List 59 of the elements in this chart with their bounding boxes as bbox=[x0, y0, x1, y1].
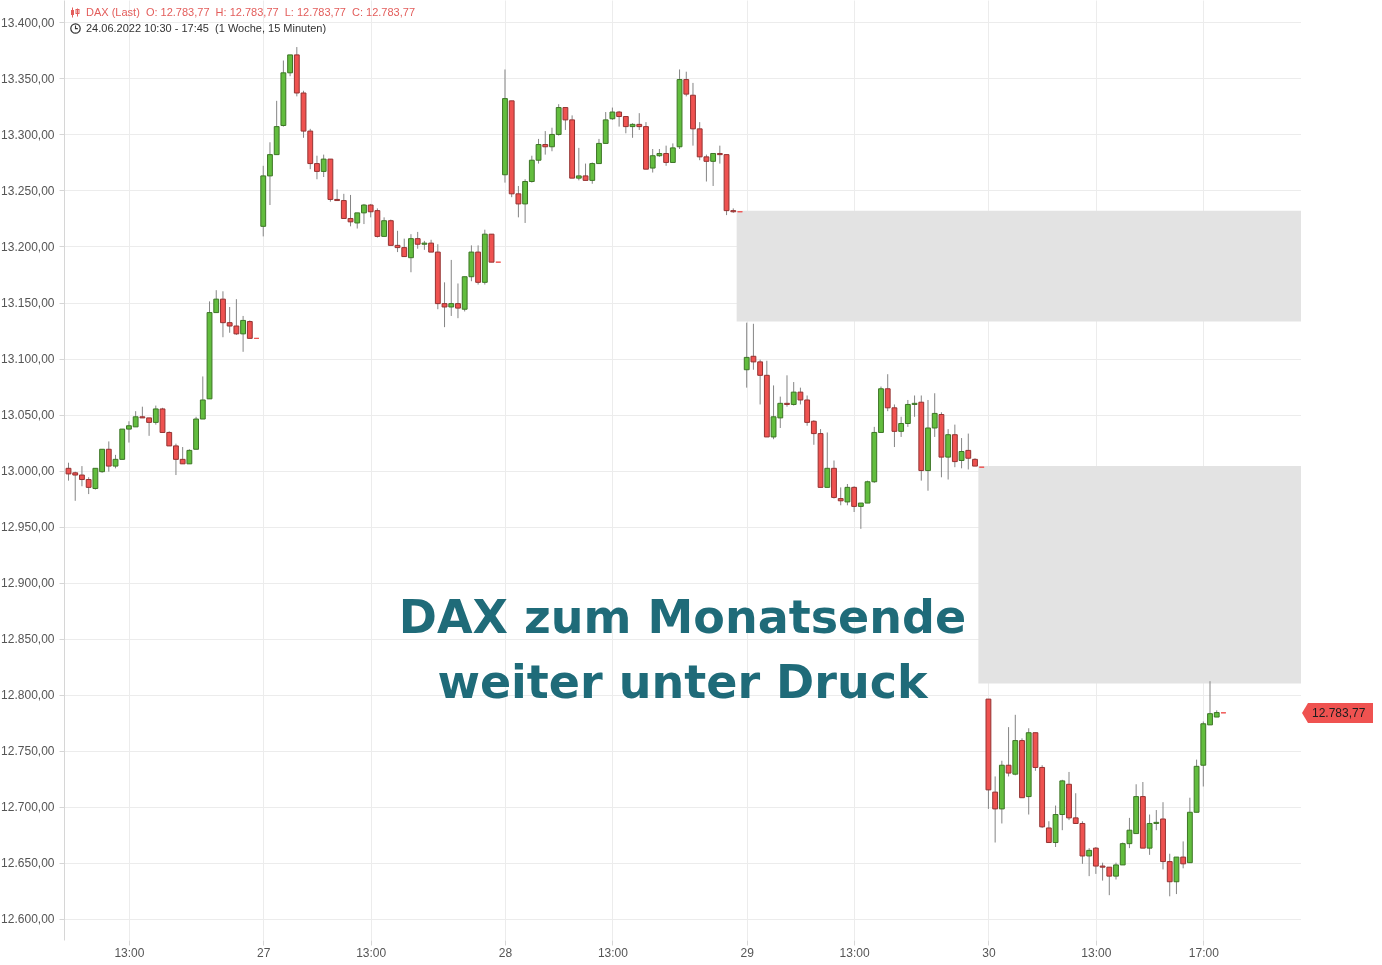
y-tick-label: 12.700,00 bbox=[1, 800, 55, 815]
text: 12.783,77 bbox=[1312, 705, 1366, 720]
candlestick bbox=[542, 130, 549, 156]
candlestick bbox=[575, 147, 582, 181]
candlestick bbox=[455, 282, 461, 319]
candlestick bbox=[1086, 847, 1093, 877]
y-tick-label: 13.050,00 bbox=[1, 408, 55, 423]
x-tick-label: 28 bbox=[498, 945, 513, 960]
y-tick-label: 13.000,00 bbox=[1, 464, 55, 479]
candlestick bbox=[240, 315, 247, 353]
y-tick-label: 12.900,00 bbox=[1, 576, 55, 591]
candlestick bbox=[992, 775, 999, 844]
y-tick-label: 12.950,00 bbox=[1, 520, 55, 535]
y-tick-label: 12.600,00 bbox=[1, 912, 55, 927]
text: DAX zum Monatsende weiter unter Druck bbox=[398, 589, 967, 709]
candlestick bbox=[844, 483, 851, 506]
y-tick-label: 13.100,00 bbox=[1, 352, 55, 367]
x-tick-label: 13:00 bbox=[114, 945, 145, 960]
candlestick bbox=[105, 440, 112, 473]
text: DAX (Last) O: 12.783,77 H: 12.783,77 L: 12.783,77 C: 12.783,77 bbox=[86, 5, 415, 20]
candlestick bbox=[381, 216, 388, 237]
y-tick-label: 13.300,00 bbox=[1, 127, 55, 142]
x-tick-label: 30 bbox=[982, 945, 996, 960]
x-tick-label: 13:00 bbox=[597, 945, 629, 960]
candlestick bbox=[945, 428, 952, 481]
candlestick bbox=[824, 431, 831, 488]
annotation: 24.06.2022 10:30 - 17:45 (1 Woche, 15 Minuten) bbox=[86, 21, 327, 36]
x-tick-label: 13:00 bbox=[839, 945, 870, 960]
y-tick-label: 12.850,00 bbox=[1, 632, 55, 647]
candlestick bbox=[1045, 820, 1052, 844]
y-tick-label: 12.750,00 bbox=[1, 744, 55, 759]
candlestick bbox=[1180, 840, 1187, 869]
y-tick-label: 12.800,00 bbox=[1, 688, 55, 703]
candlestick bbox=[683, 71, 690, 97]
candlestick bbox=[790, 381, 797, 407]
x-tick-label: 13:00 bbox=[356, 945, 387, 960]
candlestick bbox=[710, 152, 717, 187]
candlestick bbox=[743, 322, 750, 389]
candlestick bbox=[784, 374, 790, 408]
x-tick-label: 17:00 bbox=[1188, 945, 1220, 960]
x-tick-label: 13:00 bbox=[1081, 945, 1112, 960]
candlestick bbox=[152, 405, 159, 426]
x-tick-label: 29 bbox=[740, 945, 755, 960]
candlestick bbox=[851, 485, 858, 513]
y-tick-label: 13.350,00 bbox=[1, 71, 55, 86]
candlestick bbox=[448, 259, 455, 317]
candlestick bbox=[965, 433, 972, 470]
candlestick bbox=[669, 142, 676, 163]
candlestick bbox=[663, 145, 670, 167]
x-tick-label: 27 bbox=[257, 945, 271, 960]
candlestick bbox=[320, 154, 327, 178]
candlestick bbox=[958, 437, 965, 469]
y-tick-label: 13.200,00 bbox=[1, 239, 55, 254]
y-tick-label: 13.400,00 bbox=[1, 15, 55, 30]
y-tick-label: 12.650,00 bbox=[1, 856, 55, 871]
y-tick-label: 13.250,00 bbox=[1, 183, 55, 198]
candlestick bbox=[408, 233, 414, 273]
candlestick bbox=[1005, 726, 1012, 777]
y-tick-label: 13.150,00 bbox=[1, 296, 55, 310]
